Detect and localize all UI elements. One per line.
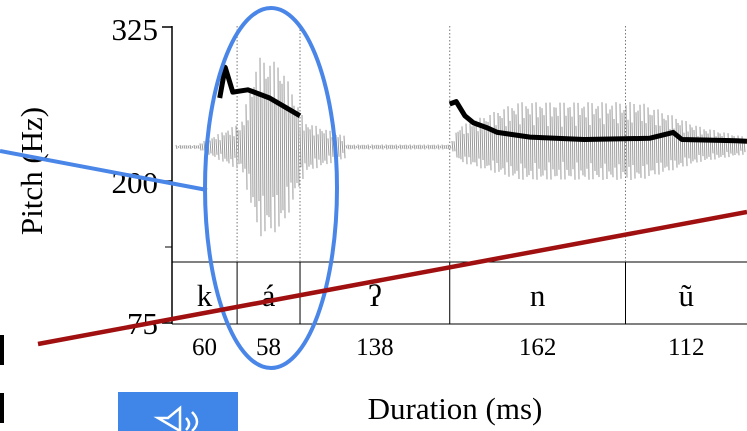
pitch-contour-line-2: [448, 99, 747, 144]
segment-labels: k 60 á 58 ʔ 138 n 162 ũ 112: [192, 278, 704, 361]
speaker-icon: [153, 405, 199, 431]
duration-label: 112: [668, 334, 705, 361]
pitch-contour: [217, 64, 747, 144]
ytick-label-200: 200: [112, 165, 159, 200]
pointer-line: [0, 149, 208, 192]
segment-label: ʔ: [368, 278, 382, 313]
segment-boundaries: [236, 26, 626, 324]
duration-label: 138: [356, 334, 394, 361]
duration-label: 162: [519, 334, 557, 361]
segment-label: á: [262, 278, 276, 313]
y-axis-label: Pitch (Hz): [14, 107, 49, 235]
duration-label: 60: [192, 334, 217, 361]
play-audio-button[interactable]: [118, 392, 238, 431]
pitch-contour-line-1: [217, 64, 302, 118]
ytick-label-325: 325: [112, 12, 159, 47]
duration-label: 58: [256, 334, 281, 361]
waveform: [175, 57, 746, 237]
trend-line: [37, 209, 747, 347]
edge-mark: [0, 393, 4, 423]
segment-label: ũ: [678, 278, 694, 313]
edge-mark: [0, 335, 4, 365]
waveform-trace: [175, 57, 746, 237]
segment-label: k: [197, 278, 213, 313]
x-axis-label: Duration (ms): [368, 391, 543, 426]
segment-label: n: [530, 278, 546, 313]
